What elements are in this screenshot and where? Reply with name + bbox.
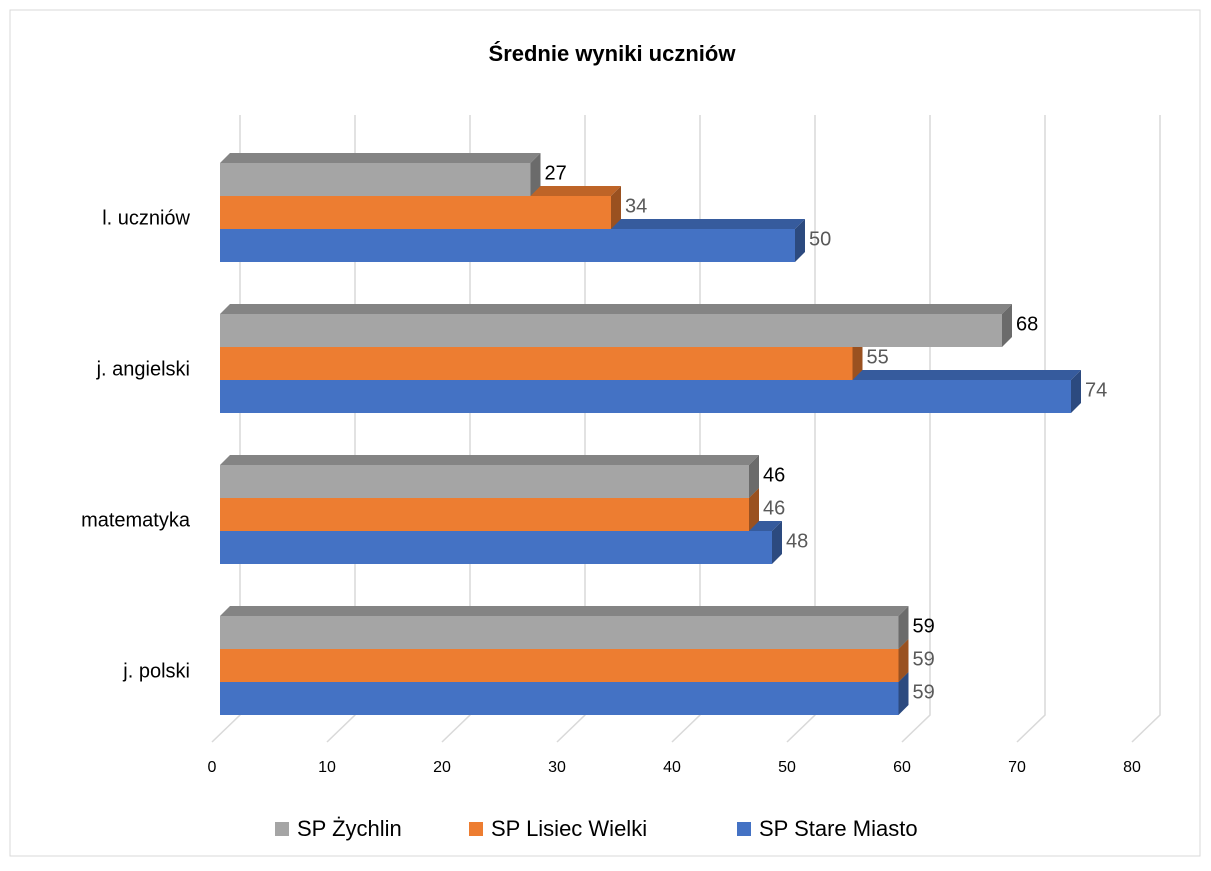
x-tick-label: 80 [1123,759,1141,776]
x-tick-label: 60 [893,759,911,776]
x-tick-label: 70 [1008,759,1026,776]
x-tick-label: 0 [208,759,217,776]
data-label: 27 [545,162,567,184]
legend-label: SP Żychlin [297,816,402,841]
bar [220,153,541,196]
data-label: 68 [1016,313,1038,335]
grid-line [1016,115,1046,743]
data-label: 48 [786,530,808,552]
bar [220,606,909,649]
y-tick-label: j. angielski [96,358,190,380]
y-tick-label: l. uczniów [102,207,190,229]
bar [220,304,1012,347]
chart-title: Średnie wyniki uczniów [489,41,737,66]
data-label: 74 [1085,379,1107,401]
x-tick-label: 40 [663,759,681,776]
grid-line [1131,115,1161,743]
y-tick-label: j. polski [122,660,190,682]
legend-swatch [469,822,483,836]
legend-swatch [737,822,751,836]
legend-label: SP Stare Miasto [759,816,918,841]
data-label: 59 [913,648,935,670]
y-tick-label: matematyka [81,509,191,531]
data-label: 34 [625,195,647,217]
data-label: 55 [867,346,889,368]
bar [220,455,759,498]
legend-label: SP Lisiec Wielki [491,816,647,841]
x-tick-label: 20 [433,759,451,776]
data-label: 46 [763,464,785,486]
legend-swatch [275,822,289,836]
x-tick-label: 30 [548,759,566,776]
data-label: 50 [809,228,831,250]
data-label: 46 [763,497,785,519]
x-tick-label: 10 [318,759,336,776]
data-label: 59 [913,615,935,637]
data-label: 59 [913,681,935,703]
x-tick-label: 50 [778,759,796,776]
chart-border [9,9,1201,857]
